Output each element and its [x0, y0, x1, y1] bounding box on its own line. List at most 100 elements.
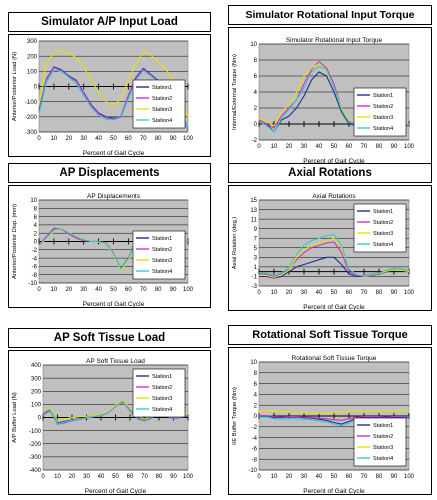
- x-tick-label: 100: [183, 287, 194, 293]
- x-tick-label: 60: [346, 290, 353, 296]
- x-tick-label: 40: [316, 144, 323, 150]
- x-tick-label: 20: [286, 144, 293, 150]
- chart-title: Simulator Rotational Input Torque: [286, 37, 383, 44]
- x-tick-label: 50: [110, 287, 117, 293]
- x-tick-label: 100: [183, 474, 194, 480]
- x-tick-label: 20: [286, 474, 293, 480]
- x-tick-label: 10: [54, 474, 61, 480]
- y-tick-label: -100: [25, 100, 38, 106]
- chart-title: AP Soft Tissue Load: [86, 358, 145, 365]
- legend-label: Station3: [152, 258, 172, 264]
- x-tick-label: 30: [83, 474, 90, 480]
- legend-label: Station4: [152, 407, 172, 413]
- chart-ap-soft-tissue-load: AP Soft Tissue Load-400-300-200-10001002…: [12, 358, 194, 495]
- x-tick-label: 40: [316, 474, 323, 480]
- x-tick-label: 30: [80, 287, 87, 293]
- y-tick-label: -2: [252, 138, 258, 144]
- legend-label: Station1: [152, 85, 172, 91]
- legend-label: Station2: [373, 104, 393, 110]
- x-tick-label: 90: [170, 287, 177, 293]
- x-tick-label: 70: [140, 287, 147, 293]
- y-tick-label: -400: [29, 468, 42, 474]
- chart-title: Rotational Soft Tissue Torque: [292, 355, 377, 362]
- chart-ap-input-load: -300 -200 -100 0 100 200 300 0 10 20 30 40 50 60 70 80 9…: [12, 39, 194, 157]
- y-tick-label: 0: [254, 414, 258, 420]
- series-line-station4: [259, 233, 410, 277]
- legend-label: Station1: [373, 209, 393, 215]
- legend-label: Station1: [152, 374, 172, 380]
- x-tick-label: 80: [376, 474, 383, 480]
- chart-title: AP Displacements: [87, 193, 141, 200]
- x-tick-label: 60: [125, 287, 132, 293]
- chart-box: Rotational Soft Tissue Torque -10 -8 -6 -4 -2…: [228, 347, 432, 495]
- y-tick-label: 300: [27, 39, 38, 45]
- y-tick-label: -200: [25, 115, 38, 121]
- x-tick-label: 90: [391, 474, 398, 480]
- legend-label: Station2: [373, 220, 393, 226]
- x-axis-label: Percent of Gait Cycle: [83, 301, 145, 308]
- y-tick-label: 200: [31, 389, 42, 395]
- y-tick-label: 6: [254, 74, 258, 80]
- chart-rotational-soft-tissue-torque: Rotational Soft Tissue Torque -10 -8 -6 -4 -2…: [232, 355, 415, 495]
- panel-heading: Axial Rotations: [228, 163, 432, 183]
- legend-label: Station3: [373, 115, 393, 121]
- legend-label: Station4: [373, 456, 393, 462]
- panel-axial-rotations: Axial Rotations Axial Rotations -3 -1 1 3 5 7 9…: [228, 163, 432, 311]
- x-tick-label: 20: [65, 136, 72, 142]
- y-tick-label: -300: [29, 455, 42, 461]
- x-tick-label: 80: [156, 474, 163, 480]
- panel-heading: AP Soft Tissue Load: [8, 328, 211, 348]
- y-tick-label: 2: [254, 403, 258, 409]
- y-axis-label: Axial Rotation (deg.): [232, 217, 238, 270]
- x-tick-label: 100: [404, 144, 415, 150]
- legend-label: Station1: [152, 236, 172, 242]
- y-tick-label: 10: [30, 198, 37, 204]
- y-axis-label: Anterior/Posterior Disp. (mm): [12, 204, 18, 279]
- x-tick-label: 50: [110, 136, 117, 142]
- y-tick-label: 4: [254, 90, 258, 96]
- x-tick-label: 70: [140, 136, 147, 142]
- x-tick-label: 60: [346, 144, 353, 150]
- panel-heading: Rotational Soft Tissue Torque: [228, 325, 432, 345]
- y-tick-label: 2: [34, 231, 38, 237]
- x-tick-label: 30: [301, 290, 308, 296]
- chart-box: AP Displacements -10 -8 -6 -4 -2 0 2 4 6 8 10 0 10 20 3…: [8, 185, 211, 308]
- panel-heading: Simulator A/P Input Load: [8, 12, 211, 32]
- x-tick-label: 70: [361, 474, 368, 480]
- legend-label: Station2: [152, 385, 172, 391]
- y-tick-label: 400: [31, 363, 42, 369]
- y-tick-label: 11: [251, 217, 258, 223]
- panel-ap-soft-tissue-load: AP Soft Tissue Load AP Soft Tissue Load -…: [8, 328, 211, 495]
- x-tick-label: 40: [98, 474, 105, 480]
- legend-label: Station1: [373, 423, 393, 429]
- x-tick-label: 90: [391, 290, 398, 296]
- x-tick-label: 60: [125, 136, 132, 142]
- y-tick-label: -300: [25, 130, 38, 136]
- x-tick-label: 100: [404, 290, 415, 296]
- x-tick-label: 20: [286, 290, 293, 296]
- x-tick-label: 90: [170, 474, 177, 480]
- panel-ap-displacements: AP Displacements AP Displacements -10 -8 -6…: [8, 163, 211, 308]
- y-tick-label: 6: [254, 382, 258, 388]
- x-axis-label: Percent of Gait Cycle: [85, 488, 147, 495]
- panel-rotational-soft-tissue-torque: Rotational Soft Tissue Torque Rotational…: [228, 325, 432, 495]
- y-tick-label: 100: [27, 70, 38, 76]
- x-tick-label: 70: [361, 144, 368, 150]
- chart-rotational-input-torque: Simulator Rotational Input Torque-202468…: [232, 37, 415, 165]
- x-tick-label: 100: [404, 474, 415, 480]
- y-tick-label: 0: [254, 122, 258, 128]
- x-tick-label: 30: [301, 474, 308, 480]
- y-tick-label: 8: [254, 58, 258, 64]
- x-tick-label: 40: [95, 287, 102, 293]
- x-tick-label: 40: [95, 136, 102, 142]
- y-tick-label: 10: [250, 42, 257, 48]
- y-tick-label: -4: [252, 436, 258, 442]
- series-line-station3: [258, 410, 410, 414]
- y-tick-label: 3: [254, 256, 258, 262]
- series-line-station2: [259, 414, 409, 421]
- x-tick-label: 20: [69, 474, 76, 480]
- series-line-station3: [38, 49, 189, 117]
- legend-label: Station3: [152, 396, 172, 402]
- x-tick-label: 0: [41, 474, 45, 480]
